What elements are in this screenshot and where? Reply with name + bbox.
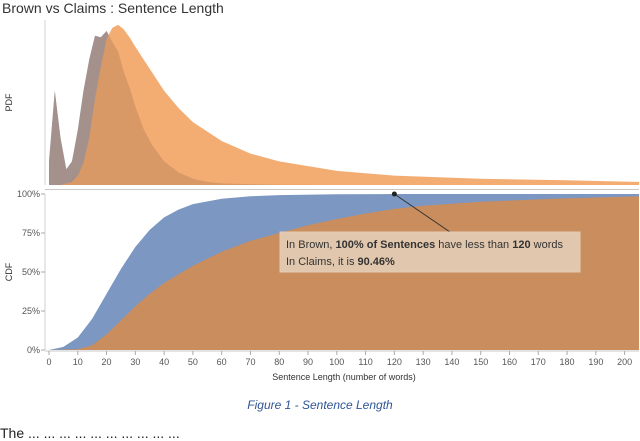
annotation: In Brown, 100% of Sentences have less th… bbox=[279, 191, 581, 273]
pdf-area-claims bbox=[49, 24, 639, 185]
x-tick-label: 120 bbox=[387, 357, 402, 367]
x-tick-label: 50 bbox=[188, 357, 198, 367]
x-tick-label: 150 bbox=[473, 357, 488, 367]
annot-l1-d: 120 bbox=[512, 239, 530, 251]
x-tick-label: 200 bbox=[617, 357, 632, 367]
x-tick-label: 180 bbox=[560, 357, 575, 367]
annot-l1-a: In Brown, bbox=[286, 239, 336, 251]
x-tick-label: 10 bbox=[73, 357, 83, 367]
axes: 0 10 20 30 40 50 60 70 80 90 100 110 120 130 140 150 160… bbox=[4, 20, 639, 382]
x-tick-label: 30 bbox=[130, 357, 140, 367]
figure-caption: Figure 1 - Sentence Length bbox=[247, 398, 393, 412]
pdf-area-overlap bbox=[49, 31, 337, 185]
x-tick-label: 110 bbox=[358, 357, 372, 367]
chart-title: Brown vs Claims : Sentence Length bbox=[2, 0, 224, 16]
annotation-leader-line bbox=[394, 193, 451, 233]
chart-figure: 0 10 20 30 40 50 60 70 80 90 100 110 120 130 140 150 160… bbox=[4, 20, 639, 382]
pdf-y-axis-title: PDF bbox=[4, 93, 14, 112]
x-tick-label: 130 bbox=[416, 357, 431, 367]
y-tick-label: 100% bbox=[17, 189, 40, 199]
x-tick-label: 40 bbox=[159, 357, 169, 367]
annotation-marker bbox=[391, 191, 397, 197]
cdf-y-axis-title: CDF bbox=[4, 262, 14, 281]
body-text-fragment: The ... ... ... ... ... ... ... ... ... … bbox=[0, 425, 180, 441]
x-tick-label: 170 bbox=[531, 357, 546, 367]
annotation-line-1: In Brown, 100% of Sentences have less th… bbox=[286, 239, 564, 251]
x-axis-title: Sentence Length (number of words) bbox=[272, 372, 416, 382]
annot-l1-c: have less than bbox=[435, 239, 512, 251]
annotation-box bbox=[279, 231, 581, 273]
annot-l1-b: 100% of Sentences bbox=[336, 239, 436, 251]
x-tick-label: 160 bbox=[502, 357, 517, 367]
x-tick-label: 140 bbox=[444, 357, 459, 367]
y-tick-label: 50% bbox=[22, 267, 40, 277]
annot-l1-e: words bbox=[531, 239, 564, 251]
annot-l2-b: 90.46% bbox=[358, 256, 396, 268]
x-tick-label: 0 bbox=[46, 357, 51, 367]
y-tick-label: 25% bbox=[22, 306, 40, 316]
x-tick-label: 70 bbox=[245, 357, 255, 367]
y-tick-label: 75% bbox=[22, 228, 40, 238]
annotation-line-2: In Claims, it is 90.46% bbox=[286, 256, 395, 268]
x-tick-label: 20 bbox=[102, 357, 112, 367]
annot-l2-a: In Claims, it is bbox=[286, 256, 358, 268]
pdf-panel bbox=[49, 24, 639, 185]
y-tick-label: 0% bbox=[27, 345, 40, 355]
x-tick-label: 100 bbox=[329, 357, 344, 367]
x-tick-label: 190 bbox=[588, 357, 603, 367]
x-tick-label: 60 bbox=[217, 357, 227, 367]
x-tick-label: 90 bbox=[303, 357, 313, 367]
x-tick-label: 80 bbox=[274, 357, 284, 367]
